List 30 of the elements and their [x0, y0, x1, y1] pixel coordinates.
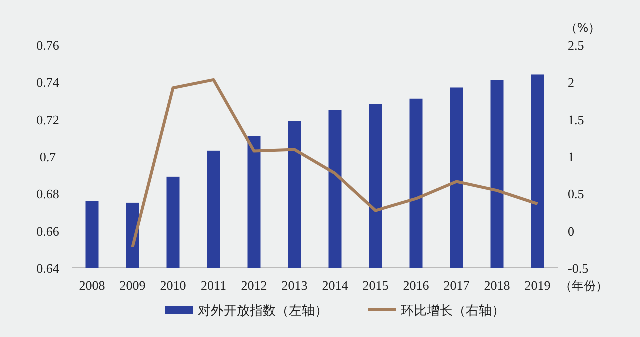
- y-tick-label: 0.66: [36, 224, 60, 239]
- y2-tick-label: 0: [568, 224, 574, 239]
- x-tick-label: 2010: [160, 278, 186, 293]
- y2-tick-label: 2: [568, 75, 574, 90]
- legend-label: 对外开放指数（左轴）: [198, 304, 328, 319]
- y-tick-label: 0.7: [40, 150, 57, 164]
- x-tick-label: 2015: [362, 278, 389, 293]
- y2-tick-label: 2.5: [568, 38, 584, 53]
- y-tick-label: 0.76: [36, 38, 60, 53]
- y-tick-label: 0.74: [36, 75, 60, 90]
- x-tick-label: 2012: [241, 278, 268, 293]
- x-tick-label: 2017: [444, 278, 470, 293]
- y-tick-label: 0.72: [36, 112, 60, 128]
- x-tick-label: 2009: [120, 278, 146, 293]
- legend-label: 环比增长（右轴）: [401, 304, 505, 319]
- x-tick-label: 2014: [322, 278, 349, 293]
- y2-tick-label: 1.5: [568, 112, 584, 128]
- y2-axis-title: （%）: [565, 21, 601, 35]
- x-tick-label: 2008: [79, 278, 106, 293]
- y-tick-label: 0.64: [36, 261, 60, 276]
- y2-tick-label: 1: [568, 150, 574, 164]
- y2-tick-label: 0.5: [568, 186, 584, 202]
- x-tick-label: 2016: [403, 278, 430, 293]
- x-axis-title: （年份）: [560, 279, 608, 293]
- x-tick-label: 2013: [282, 278, 308, 293]
- y-tick-label: 0.68: [36, 186, 60, 202]
- x-tick-label: 2018: [484, 278, 510, 293]
- y2-tick-label: -0.5: [568, 261, 589, 276]
- x-tick-label: 2011: [200, 278, 227, 293]
- x-tick-label: 2019: [524, 278, 551, 293]
